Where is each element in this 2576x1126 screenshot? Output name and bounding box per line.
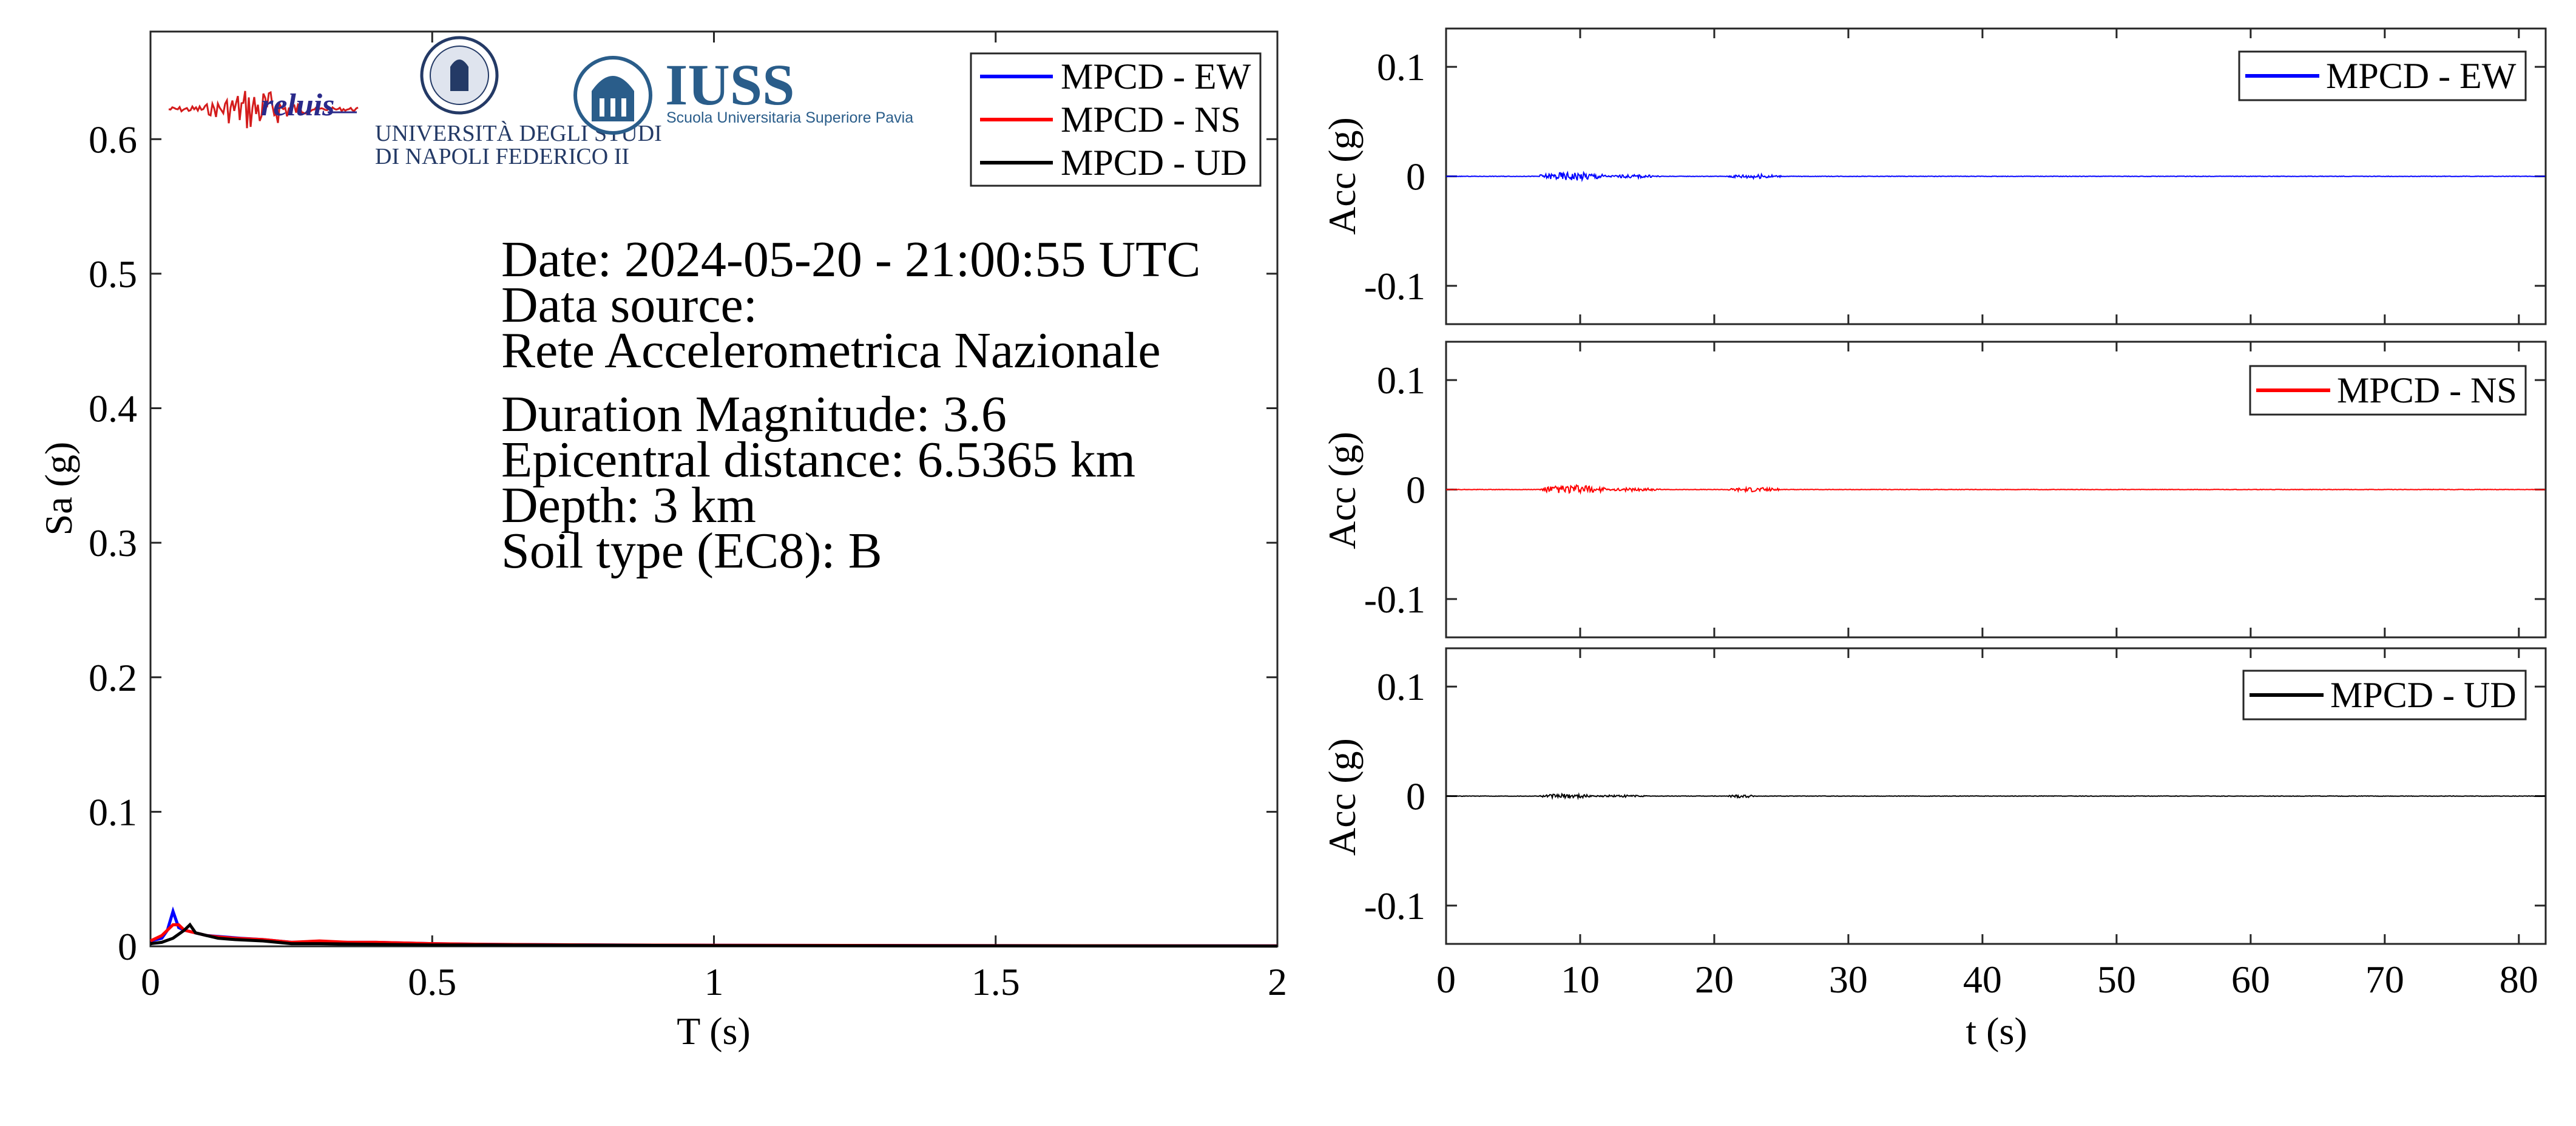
spectrum-x-tick-label: 1.5 (972, 960, 1020, 1003)
spectrum-line-ud (150, 922, 1278, 948)
spectrum-x-tick-label: 2 (1268, 960, 1287, 1003)
time-x-tick-label: 0 (1436, 958, 1456, 1001)
response-spectrum-chart: 0 0.5 1 1.5 2 0 0.1 0.2 0.3 0.4 0.5 0.6 T (s) Sa (… (37, 30, 1287, 1053)
legend-label-ns: MPCD - NS (1061, 100, 1241, 140)
acc-y-tick-label: 0.1 (1377, 665, 1425, 708)
legend-label-ew: MPCD - EW (1061, 56, 1251, 97)
time-x-tick-label: 20 (1695, 958, 1734, 1001)
event-date: Date: 2024-05-20 - 21:00:55 UTC (501, 231, 1201, 288)
acc-y-tick-label: 0 (1406, 775, 1425, 818)
data-source-value: Rete Accelerometrica Nazionale (501, 322, 1161, 379)
reluis-waveform-icon (168, 90, 359, 129)
spectrum-y-axis-label: Sa (g) (37, 442, 80, 536)
ud-legend-label: MPCD - UD (2330, 675, 2517, 715)
data-source-label: Data source: (501, 277, 757, 333)
spectrum-y-tick-label: 0 (118, 925, 137, 968)
acc-y-tick-label: -0.1 (1364, 578, 1425, 621)
acc-y-tick-label: 0 (1406, 155, 1425, 198)
time-x-tick-label: 60 (2231, 958, 2270, 1001)
time-x-axis-label: t (s) (1966, 1009, 2027, 1053)
spectrum-y-tick-label: 0.4 (89, 387, 137, 430)
acc-y-tick-label: -0.1 (1364, 884, 1425, 928)
legend-label-ud: MPCD - UD (1061, 143, 1247, 183)
ud-y-axis-label: Acc (g) (1320, 738, 1364, 856)
spectrum-x-tick-label: 0.5 (408, 960, 456, 1003)
time-x-tick-label: 50 (2097, 958, 2136, 1001)
spectrum-legend: MPCD - EW MPCD - NS MPCD - UD (970, 52, 1262, 187)
ew-acceleration-panel: -0.1 0 0.1 Acc (g) MPCD - EW (1320, 27, 2547, 325)
acc-y-tick-label: -0.1 (1364, 265, 1425, 308)
time-x-tick-label: 30 (1829, 958, 1868, 1001)
ns-legend-label: MPCD - NS (2337, 370, 2517, 410)
event-soil-type: Soil type (EC8): B (501, 523, 882, 579)
ew-legend-label: MPCD - EW (2326, 56, 2517, 96)
time-x-tick-label: 10 (1561, 958, 1600, 1001)
spectrum-y-tick-label: 0.1 (89, 790, 137, 833)
iuss-wordmark: IUSS (665, 52, 794, 117)
ns-y-axis-label: Acc (g) (1320, 432, 1364, 549)
spectrum-y-tick-label: 0.6 (89, 118, 137, 161)
spectrum-y-tick-label: 0.3 (89, 521, 137, 565)
ew-y-axis-label: Acc (g) (1320, 117, 1364, 235)
acc-y-tick-label: 0.1 (1377, 46, 1425, 89)
spectrum-x-tick-label: 1 (705, 960, 724, 1003)
event-depth: Depth: 3 km (501, 477, 756, 534)
acc-trace-ns (1445, 484, 2546, 495)
iuss-subtitle: Scuola Universitaria Superiore Pavia (666, 109, 913, 126)
unina-name-line2: DI NAPOLI FEDERICO II (375, 144, 629, 169)
time-x-tick-label: 80 (2500, 958, 2538, 1001)
spectrum-x-axis-label: T (s) (677, 1009, 750, 1053)
time-x-tick-label: 40 (1963, 958, 2002, 1001)
unina-logo: UNIVERSITÀ DEGLI STUDI DI NAPOLI FEDERIC… (375, 36, 662, 169)
spectrum-y-tick-label: 0.2 (89, 656, 137, 699)
reluis-wordmark: reluis (261, 88, 334, 123)
acc-y-tick-label: 0 (1406, 469, 1425, 512)
acc-trace-ud (1445, 792, 2546, 801)
spectrum-y-tick-label: 0.5 (89, 253, 137, 296)
acc-y-tick-label: 0.1 (1377, 359, 1425, 402)
time-x-tick-label: 70 (2365, 958, 2404, 1001)
acc-trace-ew (1445, 171, 2546, 183)
ns-acceleration-panel: -0.1 0 0.1 Acc (g) MPCD - NS (1320, 341, 2547, 639)
spectrum-x-tick-label: 0 (141, 960, 160, 1003)
reluis-logo: reluis (168, 88, 359, 129)
ud-acceleration-panel: -0.100.10 10 20 30 40 50 60 70 80 Acc (g) t (s) … (1320, 647, 2547, 1053)
event-info: Date: 2024-05-20 - 21:00:55 UTC Data sou… (501, 231, 1201, 579)
event-epicentral-distance: Epicentral distance: 6.5365 km (501, 432, 1135, 488)
event-magnitude: Duration Magnitude: 3.6 (501, 386, 1007, 443)
iuss-logo: IUSS Scuola Universitaria Superiore Pavi… (573, 52, 913, 135)
